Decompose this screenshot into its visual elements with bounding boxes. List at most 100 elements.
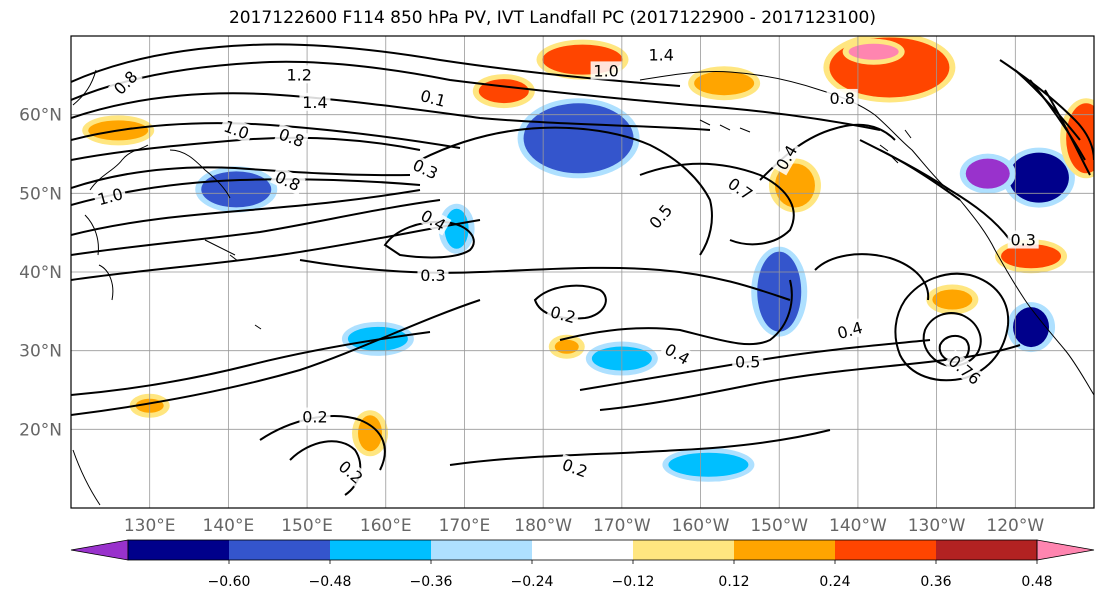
lon-label: 170°W xyxy=(593,516,651,536)
lat-label: 40°N xyxy=(19,263,62,283)
colorbar-segment xyxy=(431,540,533,560)
coastlines xyxy=(72,69,1094,506)
pv-region xyxy=(965,158,1010,189)
lon-label: 160°E xyxy=(360,516,412,536)
colorbar-tick-label: −0.36 xyxy=(410,574,453,590)
pv-region xyxy=(694,71,755,96)
colorbar-segment xyxy=(128,540,230,560)
contour-label: 0.8 xyxy=(826,88,858,108)
pv-region xyxy=(444,208,469,249)
contour-line xyxy=(71,199,441,256)
contour-line xyxy=(559,279,793,346)
pv-region xyxy=(1008,152,1069,203)
contour-line xyxy=(922,312,982,367)
svg-text:0.5: 0.5 xyxy=(735,352,760,371)
pv-region xyxy=(1001,244,1062,269)
svg-text:0.2: 0.2 xyxy=(302,408,327,427)
contour-line xyxy=(259,415,386,471)
colorbar-tick-label: 0.24 xyxy=(819,574,850,590)
colorbar-tick-label: 0.36 xyxy=(920,574,951,590)
contour-line xyxy=(879,149,961,201)
svg-text:0.8: 0.8 xyxy=(829,89,854,108)
colorbar-extend-high xyxy=(1036,539,1095,561)
colorbar xyxy=(70,539,1095,561)
colorbar-segment xyxy=(330,540,432,560)
lon-label: 160°W xyxy=(672,516,730,536)
contour-line xyxy=(1044,89,1091,176)
lon-label: 130°W xyxy=(908,516,966,536)
colorbar-extend-low xyxy=(70,539,129,561)
contour-label: 0.3 xyxy=(417,265,449,285)
lon-label: 120°W xyxy=(986,516,1044,536)
lon-label: 130°E xyxy=(124,516,176,536)
contour-line xyxy=(894,272,1010,382)
contour-label: 1.0 xyxy=(590,61,622,80)
contour-label: 0.3 xyxy=(1007,230,1039,250)
latitude-labels: 20°N 30°N 40°N 50°N 60°N xyxy=(19,106,62,441)
pv-region xyxy=(478,79,529,104)
colorbar-tick-label: −0.48 xyxy=(309,574,352,590)
pv-region xyxy=(554,339,579,354)
colorbar-tick-label: −0.60 xyxy=(208,574,251,590)
colorbar-segment xyxy=(734,540,836,560)
lon-label: 140°W xyxy=(829,516,887,536)
colorbar-segment xyxy=(835,540,937,560)
lat-label: 20°N xyxy=(19,420,62,440)
contour-line xyxy=(639,162,795,246)
lon-label: 150°W xyxy=(750,516,808,536)
colorbar-tick-label: 0.48 xyxy=(1021,574,1052,590)
contour-label: 1.4 xyxy=(299,92,331,112)
colorbar-tick-label: −0.12 xyxy=(612,574,655,590)
contour-line xyxy=(71,189,421,236)
pv-region xyxy=(523,103,634,174)
contour-line xyxy=(71,331,431,396)
lat-label: 50°N xyxy=(19,184,62,204)
pv-region xyxy=(848,43,899,60)
contour-line xyxy=(71,43,681,87)
contour-line xyxy=(71,122,461,149)
contour-line xyxy=(449,429,831,466)
colorbar-tick-label: −0.24 xyxy=(511,574,554,590)
colorbar-segment xyxy=(936,540,1038,560)
svg-text:1.4: 1.4 xyxy=(648,46,673,65)
map-title: 2017122600 F114 850 hPa PV, IVT Landfall… xyxy=(228,8,876,28)
pv-region xyxy=(1013,307,1050,348)
colorbar-segment xyxy=(229,540,331,560)
pv-region xyxy=(932,289,973,310)
colorbar-segment xyxy=(633,540,735,560)
svg-text:1.4: 1.4 xyxy=(302,93,327,112)
contour-label: 1.4 xyxy=(645,45,677,65)
lat-label: 30°N xyxy=(19,342,62,362)
lon-label: 180°W xyxy=(514,516,572,536)
graticule xyxy=(71,36,1094,508)
ivt-contours xyxy=(71,43,1094,496)
contour-line xyxy=(1029,79,1086,161)
contour-line xyxy=(71,92,711,131)
lat-label: 60°N xyxy=(19,106,62,126)
contour-line xyxy=(71,219,481,281)
pv-region xyxy=(1066,103,1094,174)
colorbar-segment xyxy=(532,540,634,560)
svg-text:1.2: 1.2 xyxy=(286,65,311,84)
pv-region xyxy=(358,415,383,452)
contour-line xyxy=(299,259,791,301)
contour-line xyxy=(71,60,881,131)
contour-line xyxy=(383,220,475,259)
pv-region xyxy=(201,171,272,208)
svg-text:0.3: 0.3 xyxy=(420,266,445,285)
pv-region xyxy=(668,452,749,477)
lon-label: 170°E xyxy=(439,516,491,536)
colorbar-tick-labels: −0.60 −0.48 −0.36 −0.24 −0.12 0.12 0.24 0.36 0.4… xyxy=(208,560,1053,590)
contour-label: 1.2 xyxy=(283,65,315,84)
lon-label: 140°E xyxy=(203,516,255,536)
contour-line xyxy=(419,126,713,256)
contour-line xyxy=(71,299,481,416)
contour-line xyxy=(938,334,970,364)
colorbar-tick-label: 0.12 xyxy=(718,574,749,590)
longitude-labels: 130°E 140°E 150°E 160°E 170°E 180°W 170°W 160°W… xyxy=(124,516,1045,536)
contour-label: 0.2 xyxy=(299,407,331,427)
svg-text:1.0: 1.0 xyxy=(593,61,618,80)
colorbar-frame xyxy=(127,539,1038,561)
svg-text:0.3: 0.3 xyxy=(1010,231,1035,250)
